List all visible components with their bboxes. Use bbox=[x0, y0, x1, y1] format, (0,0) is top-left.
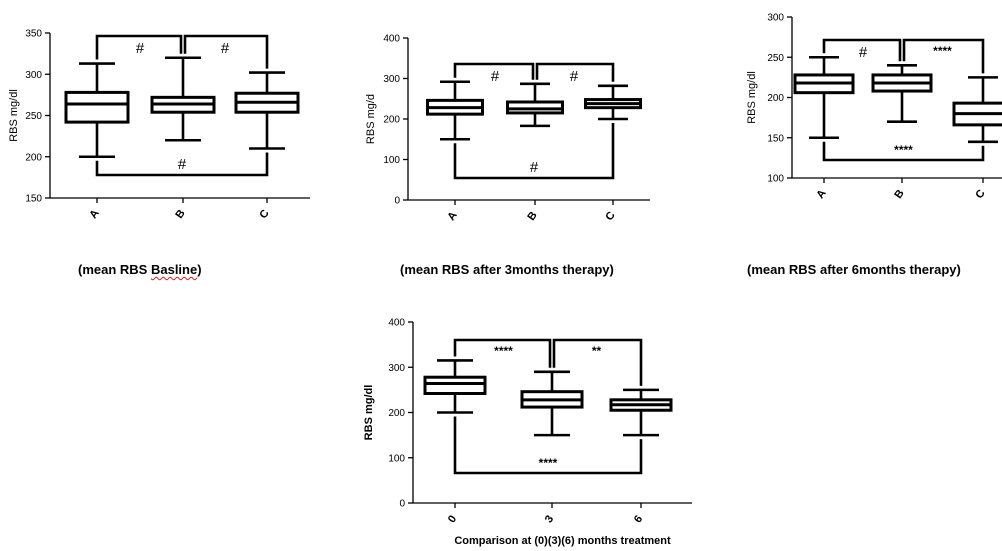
x-tick-label: C bbox=[973, 188, 987, 201]
y-tick-label: 100 bbox=[383, 155, 400, 166]
bracket-line bbox=[453, 62, 535, 80]
significance-label: **** bbox=[494, 344, 513, 358]
bracket-line bbox=[535, 62, 615, 82]
y-tick-label: 0 bbox=[394, 196, 400, 207]
significance-label: **** bbox=[933, 44, 952, 58]
significance-label: # bbox=[221, 40, 230, 57]
box-B bbox=[506, 82, 564, 128]
significance-bracket: ** bbox=[552, 338, 643, 386]
bracket-line bbox=[95, 34, 183, 60]
y-axis-label: RBS mg/d bbox=[365, 94, 377, 144]
chart-panel-1: 150 200 250 300 350 RBS mg/dl A B C # # # bbox=[8, 29, 310, 221]
x-tick-label: A bbox=[87, 208, 101, 221]
y-tick-label: 100 bbox=[767, 174, 784, 185]
significance-bracket: # bbox=[822, 38, 902, 62]
bracket-line bbox=[183, 34, 269, 69]
box-C bbox=[952, 76, 1002, 144]
y-tick-label: 200 bbox=[383, 115, 400, 126]
box-A bbox=[793, 55, 855, 140]
y-tick-label: 400 bbox=[383, 34, 400, 45]
significance-label: **** bbox=[539, 456, 558, 470]
bracket-line bbox=[453, 338, 552, 368]
y-tick-label: 300 bbox=[767, 13, 784, 24]
significance-bracket: **** bbox=[453, 416, 643, 475]
y-tick-label: 150 bbox=[25, 194, 42, 205]
bracket-line bbox=[822, 38, 902, 62]
y-tick-label: 350 bbox=[25, 29, 42, 40]
bracket-line bbox=[552, 338, 643, 386]
caption-panel-1-post: ) bbox=[197, 262, 202, 277]
y-tick-label: 250 bbox=[767, 53, 784, 64]
x-axis-label: Comparison at (0)(3)(6) months treatment bbox=[454, 535, 671, 547]
significance-label: # bbox=[530, 159, 539, 176]
significance-bracket: # bbox=[183, 34, 269, 69]
x-tick-label: 0 bbox=[446, 513, 459, 525]
x-tick-label: C bbox=[603, 210, 617, 223]
significance-label: # bbox=[859, 44, 868, 61]
y-tick-label: 250 bbox=[25, 111, 42, 122]
significance-bracket: # bbox=[453, 62, 535, 85]
bracket-line bbox=[453, 123, 615, 180]
bracket-line bbox=[453, 416, 643, 475]
iqr-box bbox=[423, 375, 487, 395]
box-B bbox=[871, 64, 933, 123]
significance-label: # bbox=[136, 40, 145, 57]
significance-bracket: # bbox=[95, 152, 269, 177]
box-6 bbox=[609, 388, 673, 437]
bracket-line bbox=[95, 152, 269, 177]
x-tick-label: 3 bbox=[543, 513, 556, 525]
bracket-line bbox=[902, 38, 985, 74]
significance-bracket: **** bbox=[822, 141, 985, 162]
box-3 bbox=[520, 370, 584, 437]
caption-panel-1-pre: (mean RBS bbox=[78, 262, 151, 277]
chart-panel-2: 0 100 200 300 400 RBS mg/d A B C # # # bbox=[365, 34, 650, 223]
significance-bracket: # bbox=[453, 123, 615, 180]
chart-panel-3: 100 150 200 250 300 RBS mg/dl A B C # **** **** bbox=[746, 13, 1002, 201]
y-axis-label: RBS mg/dl bbox=[8, 89, 20, 142]
caption-panel-2: (mean RBS after 3months therapy) bbox=[400, 262, 614, 277]
significance-bracket: # bbox=[535, 62, 615, 85]
significance-label: # bbox=[570, 68, 579, 85]
y-tick-label: 0 bbox=[399, 499, 405, 510]
y-tick-label: 300 bbox=[388, 363, 405, 374]
significance-label: ** bbox=[592, 344, 602, 358]
box-A bbox=[426, 80, 484, 141]
x-tick-label: 6 bbox=[632, 513, 645, 525]
significance-label: # bbox=[178, 156, 187, 173]
x-tick-label: A bbox=[445, 210, 459, 223]
box-C bbox=[584, 84, 642, 121]
box-B bbox=[150, 56, 216, 142]
y-tick-label: 100 bbox=[388, 453, 405, 464]
box-C bbox=[234, 71, 300, 150]
significance-bracket: **** bbox=[902, 38, 985, 74]
caption-panel-1: (mean RBS Basline) bbox=[78, 262, 202, 277]
y-axis-label: RBS mg/dl bbox=[363, 385, 375, 441]
y-tick-label: 300 bbox=[383, 74, 400, 85]
y-tick-label: 200 bbox=[388, 408, 405, 419]
significance-label: **** bbox=[894, 143, 913, 157]
caption-panel-1-word: Basline bbox=[150, 262, 198, 277]
y-tick-label: 200 bbox=[25, 152, 42, 163]
bracket-line bbox=[822, 141, 985, 162]
y-tick-label: 400 bbox=[388, 318, 405, 329]
y-tick-label: 300 bbox=[25, 70, 42, 81]
significance-label: # bbox=[491, 68, 500, 85]
significance-bracket: # bbox=[95, 34, 183, 60]
box-0 bbox=[423, 359, 487, 414]
x-tick-label: A bbox=[814, 188, 828, 201]
y-axis-label: RBS mg/dl bbox=[746, 71, 758, 124]
y-tick-label: 150 bbox=[767, 133, 784, 144]
x-tick-label: B bbox=[892, 188, 906, 201]
caption-panel-3: (mean RBS after 6months therapy) bbox=[747, 262, 961, 277]
significance-bracket: **** bbox=[453, 338, 552, 368]
box-A bbox=[64, 62, 130, 159]
x-tick-label: B bbox=[173, 208, 187, 221]
x-tick-label: C bbox=[257, 208, 271, 221]
x-tick-label: B bbox=[525, 210, 539, 223]
y-tick-label: 200 bbox=[767, 93, 784, 104]
iqr-box bbox=[64, 90, 130, 124]
